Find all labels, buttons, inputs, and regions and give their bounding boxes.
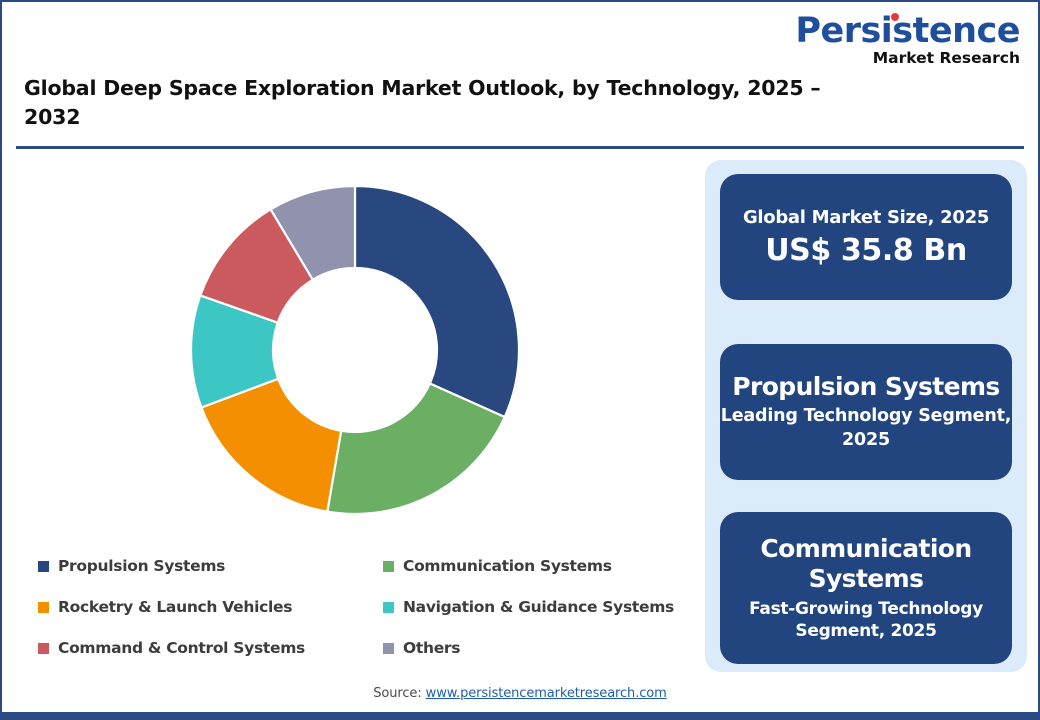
fast-growing-segment-name: Communication Systems bbox=[760, 533, 972, 593]
leading-segment-caption: Leading Technology Segment, 2025 bbox=[720, 406, 1012, 450]
legend-item: Command & Control Systems bbox=[38, 639, 383, 657]
donut-slice bbox=[199, 377, 343, 513]
market-size-label: Global Market Size, 2025 bbox=[742, 206, 990, 228]
highlight-card-leading-segment: Propulsion Systems Leading Technology Se… bbox=[720, 344, 1012, 480]
legend-item: Rocketry & Launch Vehicles bbox=[38, 598, 383, 616]
leading-segment-name: Propulsion Systems bbox=[732, 372, 1000, 402]
legend-item: Others bbox=[383, 639, 688, 657]
legend-label: Others bbox=[403, 638, 461, 657]
legend-swatch-icon bbox=[38, 561, 49, 572]
source-line: Source: www.persistencemarketresearch.co… bbox=[2, 686, 1038, 701]
legend-swatch-icon bbox=[383, 602, 394, 613]
logo-tagline: Market Research bbox=[872, 49, 1020, 67]
legend-label: Propulsion Systems bbox=[58, 556, 226, 575]
legend-swatch-icon bbox=[383, 643, 394, 654]
donut-slice bbox=[353, 184, 521, 419]
legend-label: Navigation & Guidance Systems bbox=[403, 597, 674, 616]
fast-growing-segment-caption: Fast-Growing Technology Segment, 2025 bbox=[749, 598, 983, 641]
chart-legend: Propulsion Systems Communication Systems… bbox=[38, 545, 688, 668]
page-title: Global Deep Space Exploration Market Out… bbox=[24, 76, 821, 130]
legend-item: Propulsion Systems bbox=[38, 557, 383, 575]
donut-chart bbox=[122, 162, 582, 527]
source-label: Source: bbox=[373, 686, 426, 701]
legend-label: Communication Systems bbox=[403, 556, 612, 575]
brand-logo: Persistence Market Research bbox=[795, 11, 1020, 67]
title-divider bbox=[16, 146, 1024, 149]
legend-swatch-icon bbox=[38, 643, 49, 654]
donut-slice bbox=[326, 382, 507, 516]
legend-item: Navigation & Guidance Systems bbox=[383, 598, 688, 616]
legend-label: Command & Control Systems bbox=[58, 638, 305, 657]
highlights-panel: Global Market Size, 2025 US$ 35.8 Bn Pro… bbox=[705, 160, 1027, 672]
highlight-card-market-size: Global Market Size, 2025 US$ 35.8 Bn bbox=[720, 174, 1012, 300]
legend-item: Communication Systems bbox=[383, 557, 688, 575]
source-link[interactable]: www.persistencemarketresearch.com bbox=[425, 686, 667, 701]
market-size-value: US$ 35.8 Bn bbox=[765, 232, 967, 268]
donut-slice bbox=[269, 184, 357, 282]
highlight-card-fast-growing-segment: Communication Systems Fast-Growing Techn… bbox=[720, 512, 1012, 664]
footer-divider bbox=[2, 712, 1038, 718]
donut-chart-svg bbox=[189, 184, 521, 516]
logo-dot-icon bbox=[891, 13, 900, 21]
logo-wordmark: Persistence bbox=[795, 11, 1020, 51]
legend-label: Rocketry & Launch Vehicles bbox=[58, 597, 293, 616]
legend-swatch-icon bbox=[383, 561, 394, 572]
legend-swatch-icon bbox=[38, 602, 49, 613]
